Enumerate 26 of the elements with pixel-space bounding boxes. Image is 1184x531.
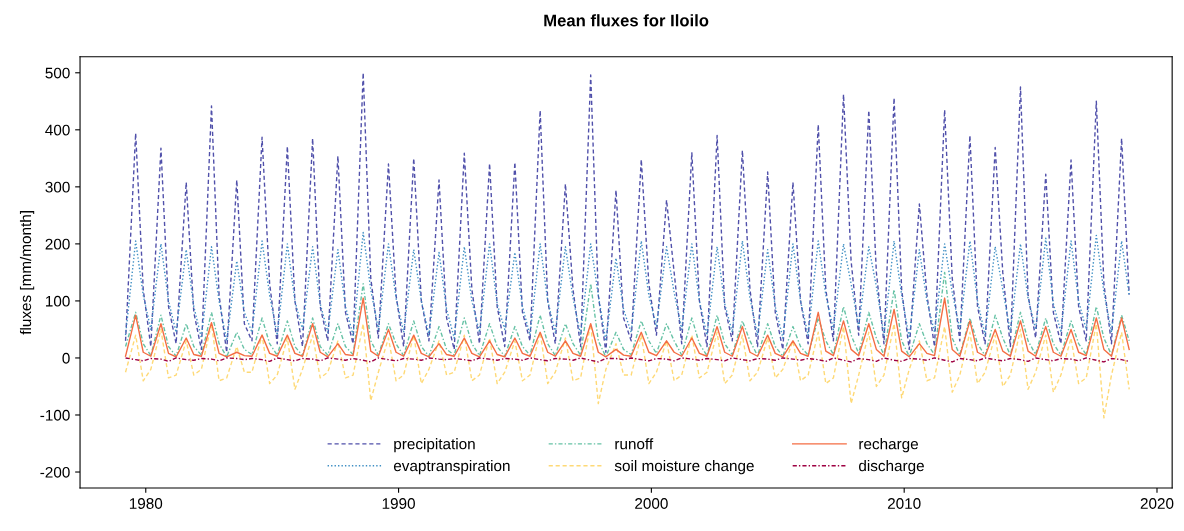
y-tick-label: 400 bbox=[45, 124, 70, 136]
y-tick-label: -100 bbox=[40, 409, 70, 421]
y-tick-label: 200 bbox=[45, 238, 70, 250]
legend-label: recharge bbox=[859, 438, 918, 453]
line-series bbox=[124, 271, 1130, 358]
x-tick-label: 2010 bbox=[887, 498, 921, 509]
x-tick-label: 1980 bbox=[129, 498, 163, 509]
line-series bbox=[124, 297, 1130, 358]
legend-label: evaptranspiration bbox=[393, 460, 510, 475]
y-axis-title: fluxes [mm/month] bbox=[19, 211, 35, 335]
legend-label: precipitation bbox=[394, 438, 475, 453]
x-tick-label: 2000 bbox=[635, 498, 668, 509]
legend-label: soil moisture change bbox=[614, 460, 754, 475]
legend-label: discharge bbox=[859, 460, 924, 475]
y-tick-label: 100 bbox=[45, 295, 70, 307]
line-series bbox=[124, 231, 1130, 342]
x-tick-label: 2020 bbox=[1140, 498, 1174, 509]
line-series bbox=[124, 72, 1130, 353]
line-series bbox=[124, 323, 1130, 419]
legend-label: runoff bbox=[615, 438, 654, 450]
y-tick-label: -200 bbox=[40, 466, 70, 478]
chart-title: Mean fluxes for Iloilo bbox=[544, 14, 709, 27]
y-tick-label: 300 bbox=[45, 181, 70, 193]
y-tick-label: 500 bbox=[45, 67, 70, 79]
y-tick-label: 0 bbox=[62, 352, 70, 364]
x-tick-label: 1990 bbox=[382, 498, 415, 509]
